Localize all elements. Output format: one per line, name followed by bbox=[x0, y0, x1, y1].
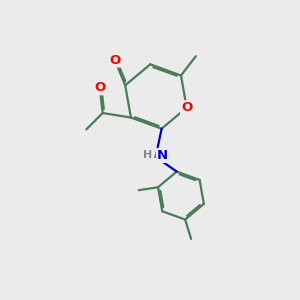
Text: O: O bbox=[181, 101, 192, 114]
Text: H: H bbox=[143, 150, 152, 161]
Text: O: O bbox=[109, 54, 120, 67]
Text: N: N bbox=[157, 149, 168, 162]
Text: O: O bbox=[94, 81, 105, 94]
